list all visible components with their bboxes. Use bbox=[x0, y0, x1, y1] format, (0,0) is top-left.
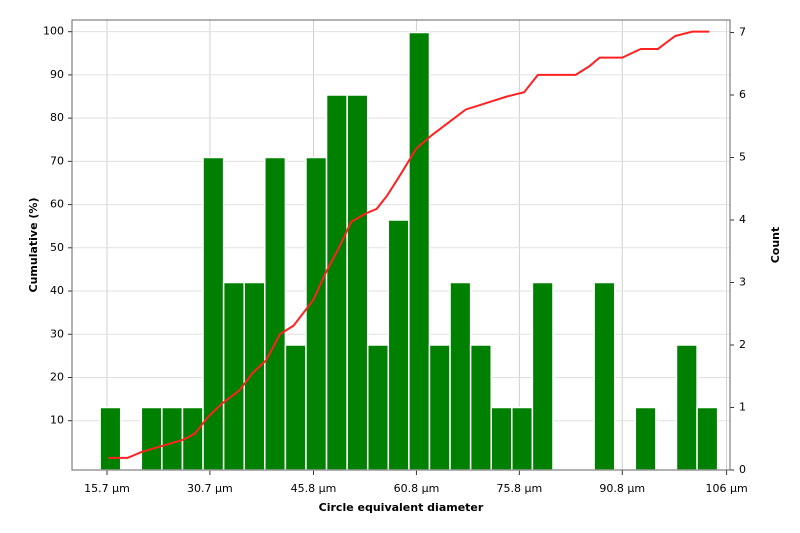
bar bbox=[511, 406, 534, 471]
bar bbox=[202, 156, 225, 471]
bar bbox=[449, 281, 472, 471]
plot-frame bbox=[71, 19, 731, 471]
bar bbox=[366, 344, 390, 471]
x-tick-label: 90.8 µm bbox=[599, 482, 645, 495]
y2-tick-label: 1 bbox=[739, 401, 746, 414]
bar bbox=[325, 94, 348, 471]
y2-tick-label: 2 bbox=[739, 338, 746, 351]
y2-tick-label: 6 bbox=[739, 88, 746, 101]
bar bbox=[140, 406, 163, 471]
bar bbox=[634, 406, 657, 471]
bar bbox=[593, 281, 616, 471]
y-tick-label: 80 bbox=[50, 111, 64, 124]
y2-tick-label: 7 bbox=[739, 26, 746, 39]
bar bbox=[305, 156, 328, 471]
bar bbox=[264, 156, 287, 471]
bar bbox=[675, 344, 698, 471]
bar bbox=[284, 344, 307, 471]
x-tick-label: 60.8 µm bbox=[394, 482, 440, 495]
x-tick-label: 75.8 µm bbox=[497, 482, 543, 495]
bar bbox=[531, 281, 554, 471]
y-tick-label: 60 bbox=[50, 198, 64, 211]
bar bbox=[99, 406, 122, 471]
y-tick-label: 30 bbox=[50, 327, 64, 340]
y2-tick-label: 3 bbox=[739, 276, 746, 289]
x-tick-label: 30.7 µm bbox=[187, 482, 233, 495]
x-tick-label: 45.8 µm bbox=[291, 482, 337, 495]
bar bbox=[387, 219, 410, 471]
bar bbox=[161, 406, 184, 471]
cumulative-line bbox=[108, 30, 710, 459]
bar bbox=[696, 406, 719, 471]
y2-axis-label: Count bbox=[769, 227, 782, 264]
x-tick-label: 15.7 µm bbox=[84, 482, 130, 495]
bar bbox=[428, 344, 451, 471]
y-tick-label: 40 bbox=[50, 284, 64, 297]
bar bbox=[490, 406, 513, 471]
y-tick-label: 70 bbox=[50, 154, 64, 167]
y-tick-label: 10 bbox=[50, 414, 64, 427]
bar bbox=[346, 94, 369, 471]
x-axis-label: Circle equivalent diameter bbox=[319, 501, 484, 514]
x-tick-label: 106 µm bbox=[705, 482, 747, 495]
y2-tick-label: 0 bbox=[739, 463, 746, 476]
y2-tick-label: 4 bbox=[739, 213, 746, 226]
bar bbox=[408, 31, 431, 471]
bar bbox=[243, 281, 266, 471]
y-tick-label: 90 bbox=[50, 68, 64, 81]
y-tick-label: 20 bbox=[50, 370, 64, 383]
bar bbox=[469, 344, 492, 471]
y-axis-label: Cumulative (%) bbox=[27, 198, 40, 293]
y-tick-label: 50 bbox=[50, 241, 64, 254]
y-tick-label: 100 bbox=[43, 25, 64, 38]
y2-tick-label: 5 bbox=[739, 151, 746, 164]
bar bbox=[222, 281, 245, 471]
